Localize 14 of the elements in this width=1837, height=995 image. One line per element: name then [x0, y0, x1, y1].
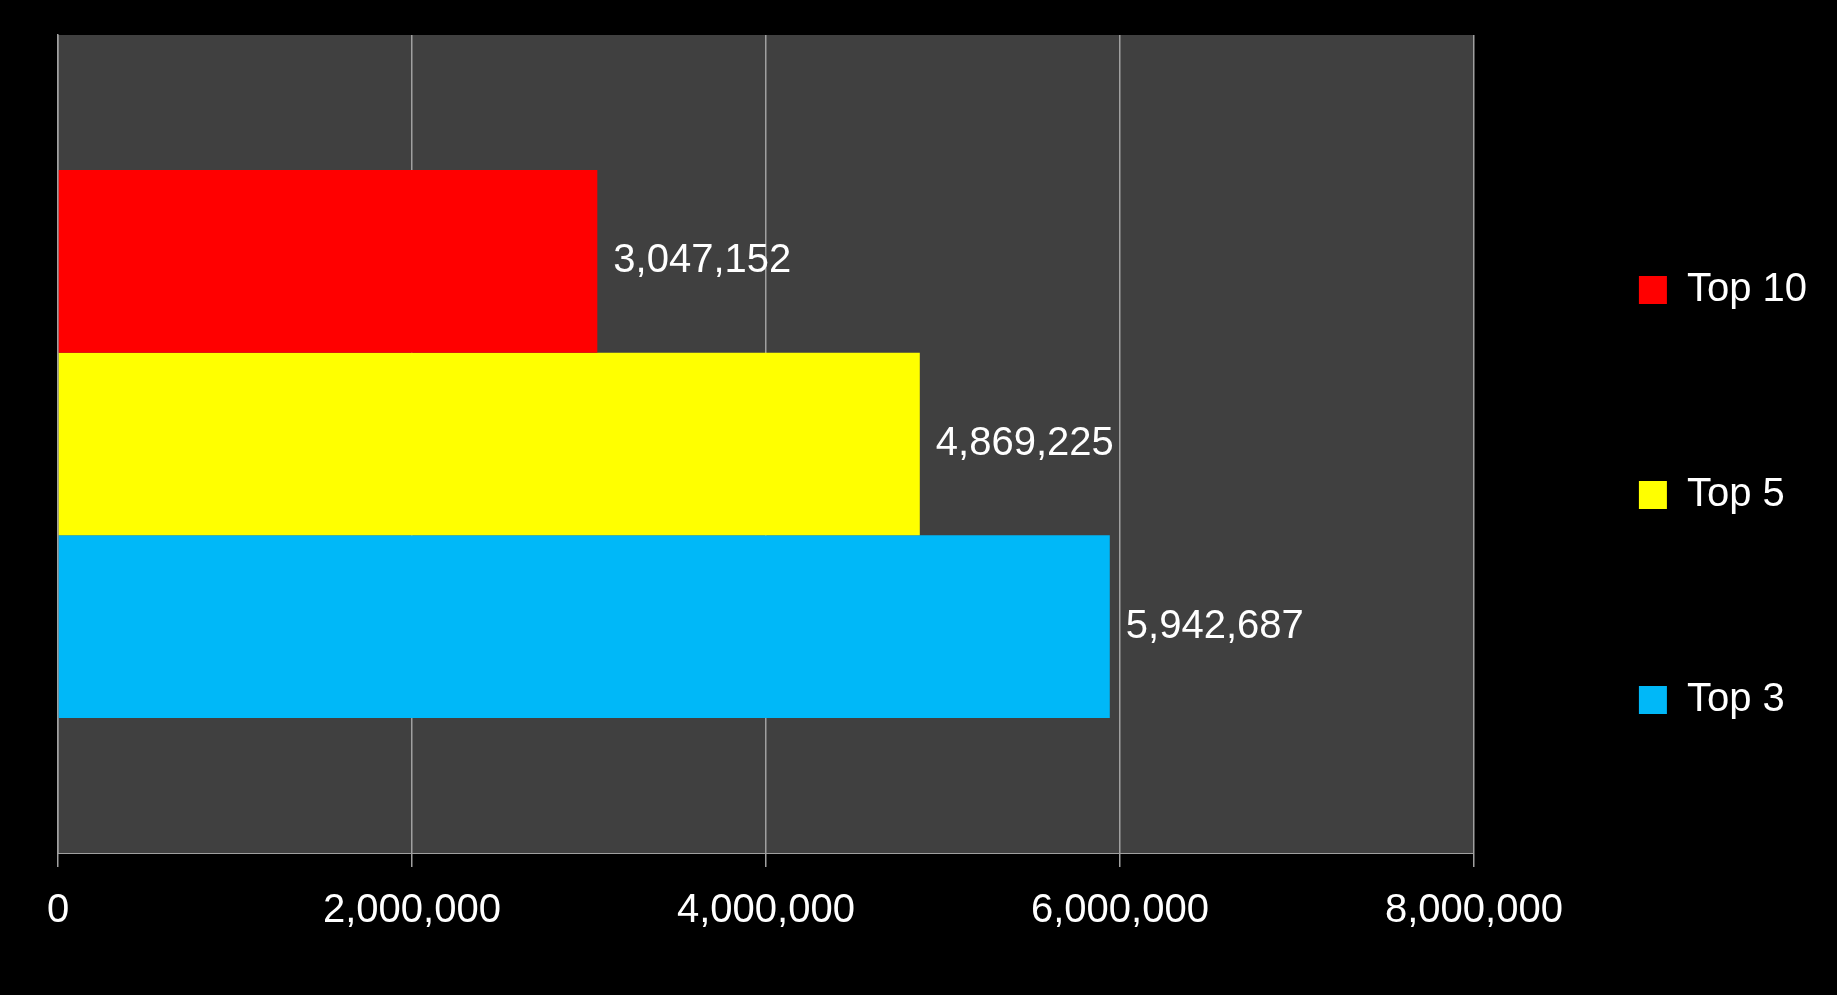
data-label: 3,047,152	[613, 236, 792, 281]
data-label: 5,942,687	[1125, 601, 1304, 646]
x-tick-label: 8,000,000	[1384, 886, 1563, 931]
legend-label: Top 10	[1686, 265, 1808, 310]
legend-label: Top 3	[1686, 675, 1785, 720]
x-tick-label: 0	[46, 886, 70, 931]
bar	[58, 535, 1110, 719]
data-label: 4,869,225	[935, 419, 1114, 464]
bar	[58, 352, 920, 536]
x-tick-label: 2,000,000	[323, 886, 501, 931]
bar	[58, 169, 598, 353]
x-tick-label: 6,000,000	[1030, 886, 1209, 931]
x-tick-label: 4,000,000	[676, 886, 855, 931]
legend-label: Top 5	[1686, 470, 1785, 515]
